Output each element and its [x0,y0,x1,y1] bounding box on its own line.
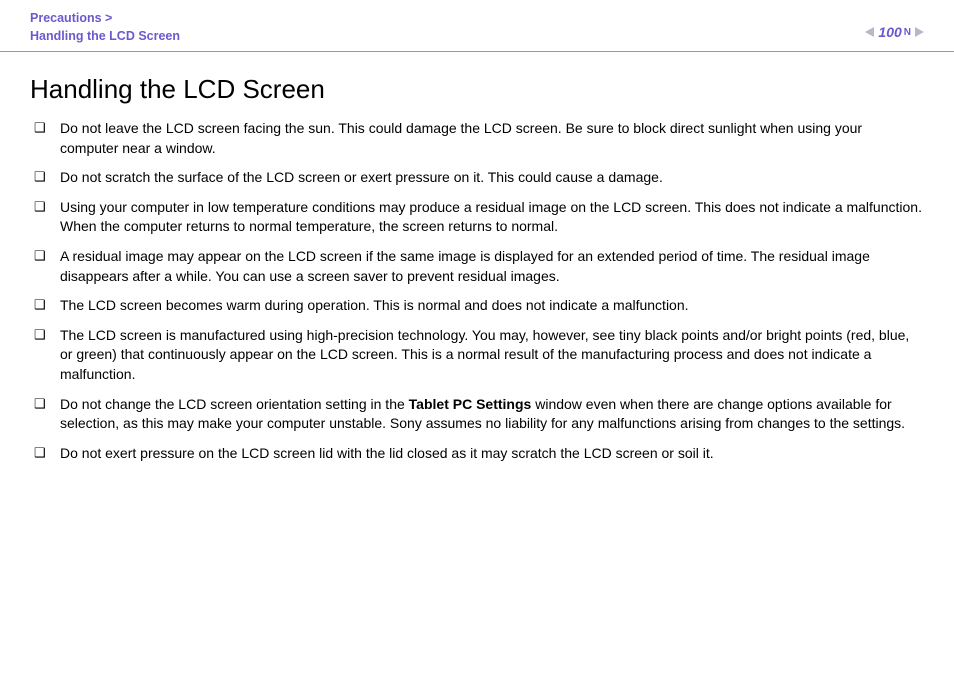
page-header: Precautions > Handling the LCD Screen 10… [0,0,954,52]
list-item: Do not leave the LCD screen facing the s… [34,119,924,158]
page-number: 100 [878,24,901,40]
breadcrumb: Precautions > Handling the LCD Screen [30,10,180,45]
prev-page-icon[interactable] [865,27,874,37]
bullet-list: Do not leave the LCD screen facing the s… [30,119,924,463]
bullet-text: Do not exert pressure on the LCD screen … [60,445,714,461]
page-number-nav: 100 N [865,24,924,40]
list-item: The LCD screen becomes warm during opera… [34,296,924,316]
bullet-text: Using your computer in low temperature c… [60,199,922,235]
list-item: The LCD screen is manufactured using hig… [34,326,924,385]
bullet-text: Do not change the LCD screen orientation… [60,396,409,412]
bullet-text: Do not leave the LCD screen facing the s… [60,120,862,156]
bullet-text: The LCD screen is manufactured using hig… [60,327,909,382]
bullet-text: A residual image may appear on the LCD s… [60,248,870,284]
list-item: A residual image may appear on the LCD s… [34,247,924,286]
bullet-text: Do not scratch the surface of the LCD sc… [60,169,663,185]
list-item: Do not change the LCD screen orientation… [34,395,924,434]
bullet-bold: Tablet PC Settings [409,396,532,412]
bullet-text: The LCD screen becomes warm during opera… [60,297,689,313]
breadcrumb-parent[interactable]: Precautions > [30,10,180,28]
list-item: Do not exert pressure on the LCD screen … [34,444,924,464]
breadcrumb-current: Handling the LCD Screen [30,28,180,46]
page-content: Handling the LCD Screen Do not leave the… [0,52,954,463]
page-title: Handling the LCD Screen [30,74,924,105]
list-item: Using your computer in low temperature c… [34,198,924,237]
n-indicator: N [904,27,911,38]
list-item: Do not scratch the surface of the LCD sc… [34,168,924,188]
next-page-icon[interactable] [915,27,924,37]
